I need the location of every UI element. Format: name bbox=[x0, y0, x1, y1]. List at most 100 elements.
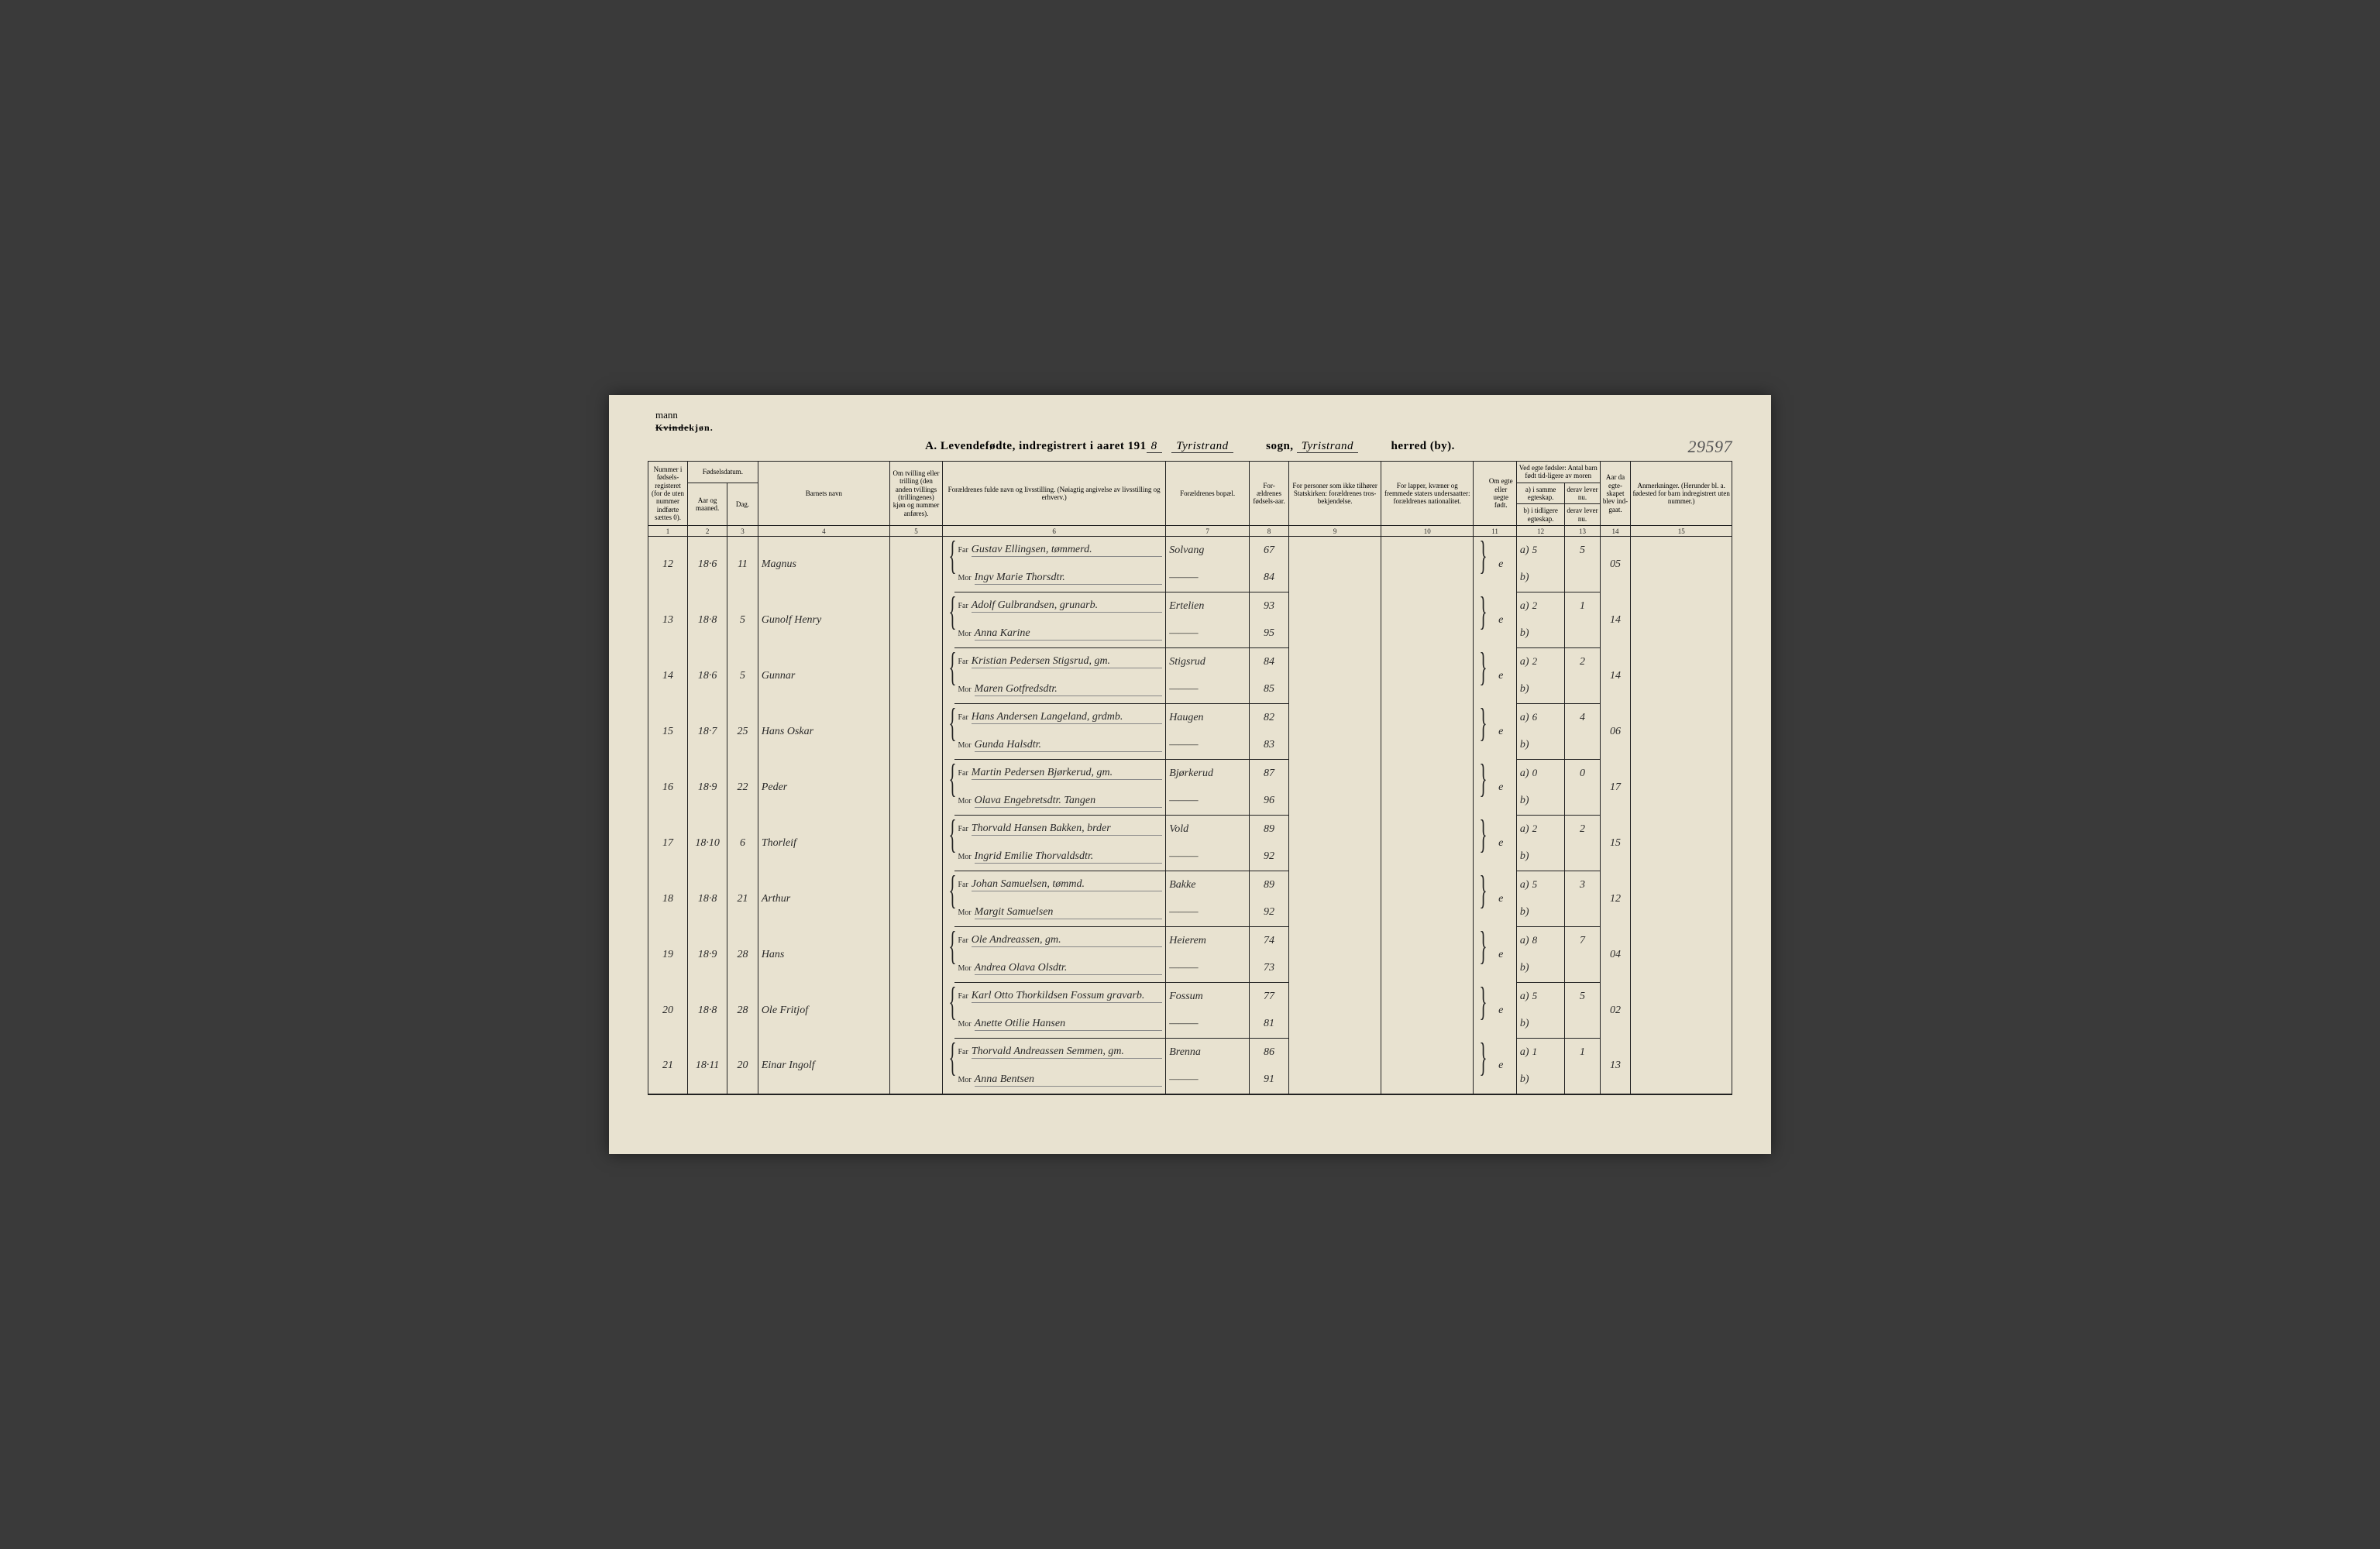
cell-bopel-far: Brenna bbox=[1166, 1039, 1250, 1066]
cell-aar: 14 bbox=[1600, 592, 1631, 648]
cell-day: 21 bbox=[727, 871, 758, 927]
cell-num: 21 bbox=[648, 1039, 688, 1094]
cell-twin bbox=[890, 648, 943, 704]
cell-twin bbox=[890, 983, 943, 1039]
cell-lever: 7 bbox=[1565, 927, 1600, 955]
cell-lbrace: { bbox=[943, 648, 955, 704]
cell-name: Peder bbox=[758, 760, 889, 816]
cell-twin bbox=[890, 1039, 943, 1094]
cell-remarks bbox=[1631, 983, 1732, 1039]
cell-mor: MorIngv Marie Thorsdtr. bbox=[954, 565, 1165, 592]
cell-nat bbox=[1381, 592, 1474, 648]
cell-ym: 18·8 bbox=[688, 871, 727, 927]
cell-aar: 05 bbox=[1600, 537, 1631, 592]
cell-religion bbox=[1289, 871, 1381, 927]
cell-far: FarHans Andersen Langeland, grdmb. bbox=[954, 704, 1165, 732]
cell-ym: 18·6 bbox=[688, 648, 727, 704]
cell-a: a)5 bbox=[1516, 871, 1564, 899]
cell-egte: e bbox=[1486, 1039, 1517, 1094]
cell-rbrace: } bbox=[1474, 760, 1486, 816]
cell-yr-mor: 83 bbox=[1250, 732, 1289, 760]
colnum: 5 bbox=[890, 526, 943, 537]
colnum: 10 bbox=[1381, 526, 1474, 537]
cell-lever-b bbox=[1565, 899, 1600, 927]
cell-lever-b bbox=[1565, 620, 1600, 648]
colnum: 13 bbox=[1565, 526, 1600, 537]
table-row: 1318·85Gunolf Henry{FarAdolf Gulbrandsen… bbox=[648, 592, 1732, 620]
cell-far: FarKristian Pedersen Stigsrud, gm. bbox=[954, 648, 1165, 676]
title-prefix: A. Levendefødte, indregistrert i aaret 1… bbox=[925, 440, 1147, 452]
cell-rbrace: } bbox=[1474, 1039, 1486, 1094]
colnum: 15 bbox=[1631, 526, 1732, 537]
table-row: 1818·821Arthur{FarJohan Samuelsen, tømmd… bbox=[648, 871, 1732, 899]
cell-ym: 18·8 bbox=[688, 592, 727, 648]
cell-lever: 2 bbox=[1565, 816, 1600, 843]
hdr-prevchildren: Ved egte fødsler: Antal barn født tid-li… bbox=[1516, 462, 1600, 483]
cell-bopel-mor: ——— bbox=[1166, 1066, 1250, 1094]
cell-ym: 18·8 bbox=[688, 983, 727, 1039]
cell-bopel-far: Bakke bbox=[1166, 871, 1250, 899]
hdr-13a: derav lever nu. bbox=[1565, 483, 1600, 504]
cell-b: b) bbox=[1516, 565, 1564, 592]
cell-far: FarMartin Pedersen Bjørkerud, gm. bbox=[954, 760, 1165, 788]
cell-far: FarKarl Otto Thorkildsen Fossum gravarb. bbox=[954, 983, 1165, 1011]
cell-day: 20 bbox=[727, 1039, 758, 1094]
hdr-parents: Forældrenes fulde navn og livsstilling. … bbox=[943, 462, 1166, 526]
cell-num: 15 bbox=[648, 704, 688, 760]
hdr-num: Nummer i fødsels-registeret (for de uten… bbox=[648, 462, 688, 526]
cell-day: 5 bbox=[727, 592, 758, 648]
cell-aar: 14 bbox=[1600, 648, 1631, 704]
colnum: 2 bbox=[688, 526, 727, 537]
sogn-value: Tyristrand bbox=[1171, 440, 1233, 453]
cell-mor: MorAndrea Olava Olsdtr. bbox=[954, 955, 1165, 983]
cell-mor: MorAnette Otilie Hansen bbox=[954, 1011, 1165, 1039]
hdr-religion: For personer som ikke tilhører Statskirk… bbox=[1289, 462, 1381, 526]
cell-bopel-mor: ——— bbox=[1166, 676, 1250, 704]
page-title: A. Levendefødte, indregistrert i aaret 1… bbox=[648, 440, 1732, 453]
cell-b: b) bbox=[1516, 1066, 1564, 1094]
cell-a: a)5 bbox=[1516, 537, 1564, 565]
cell-bopel-far: Haugen bbox=[1166, 704, 1250, 732]
table-row: 1418·65Gunnar{FarKristian Pedersen Stigs… bbox=[648, 648, 1732, 676]
cell-rbrace: } bbox=[1474, 871, 1486, 927]
cell-religion bbox=[1289, 927, 1381, 983]
cell-lever: 3 bbox=[1565, 871, 1600, 899]
cell-yr-far: 67 bbox=[1250, 537, 1289, 565]
colnum: 3 bbox=[727, 526, 758, 537]
cell-a: a)1 bbox=[1516, 1039, 1564, 1066]
cell-far: FarGustav Ellingsen, tømmerd. bbox=[954, 537, 1165, 565]
printed-suffix: kjøn. bbox=[689, 422, 713, 433]
cell-nat bbox=[1381, 704, 1474, 760]
cell-ym: 18·11 bbox=[688, 1039, 727, 1094]
cell-aar: 13 bbox=[1600, 1039, 1631, 1094]
cell-ym: 18·9 bbox=[688, 760, 727, 816]
cell-b: b) bbox=[1516, 1011, 1564, 1039]
cell-yr-far: 82 bbox=[1250, 704, 1289, 732]
hdr-parentyear: For-ældrenes fødsels-aar. bbox=[1250, 462, 1289, 526]
cell-lbrace: { bbox=[943, 816, 955, 871]
cell-name: Arthur bbox=[758, 871, 889, 927]
cell-twin bbox=[890, 927, 943, 983]
cell-ym: 18·7 bbox=[688, 704, 727, 760]
cell-yr-mor: 84 bbox=[1250, 565, 1289, 592]
hdr-birthdate: Fødselsdatum. bbox=[688, 462, 758, 483]
cell-b: b) bbox=[1516, 843, 1564, 871]
cell-name: Thorleif bbox=[758, 816, 889, 871]
cell-rbrace: } bbox=[1474, 648, 1486, 704]
table-row: 1518·725Hans Oskar{FarHans Andersen Lang… bbox=[648, 704, 1732, 732]
cell-yr-far: 86 bbox=[1250, 1039, 1289, 1066]
cell-b: b) bbox=[1516, 899, 1564, 927]
cell-egte: e bbox=[1486, 983, 1517, 1039]
cell-yr-mor: 81 bbox=[1250, 1011, 1289, 1039]
cell-lever-b bbox=[1565, 1011, 1600, 1039]
hdr-remarks: Anmerkninger. (Herunder bl. a. fødested … bbox=[1631, 462, 1732, 526]
cell-lever: 1 bbox=[1565, 592, 1600, 620]
cell-name: Magnus bbox=[758, 537, 889, 592]
cell-bopel-mor: ——— bbox=[1166, 955, 1250, 983]
cell-mor: MorMaren Gotfredsdtr. bbox=[954, 676, 1165, 704]
cell-egte: e bbox=[1486, 760, 1517, 816]
herred-value: Tyristrand bbox=[1297, 440, 1358, 453]
cell-a: a)6 bbox=[1516, 704, 1564, 732]
cell-num: 16 bbox=[648, 760, 688, 816]
cell-lever-b bbox=[1565, 676, 1600, 704]
